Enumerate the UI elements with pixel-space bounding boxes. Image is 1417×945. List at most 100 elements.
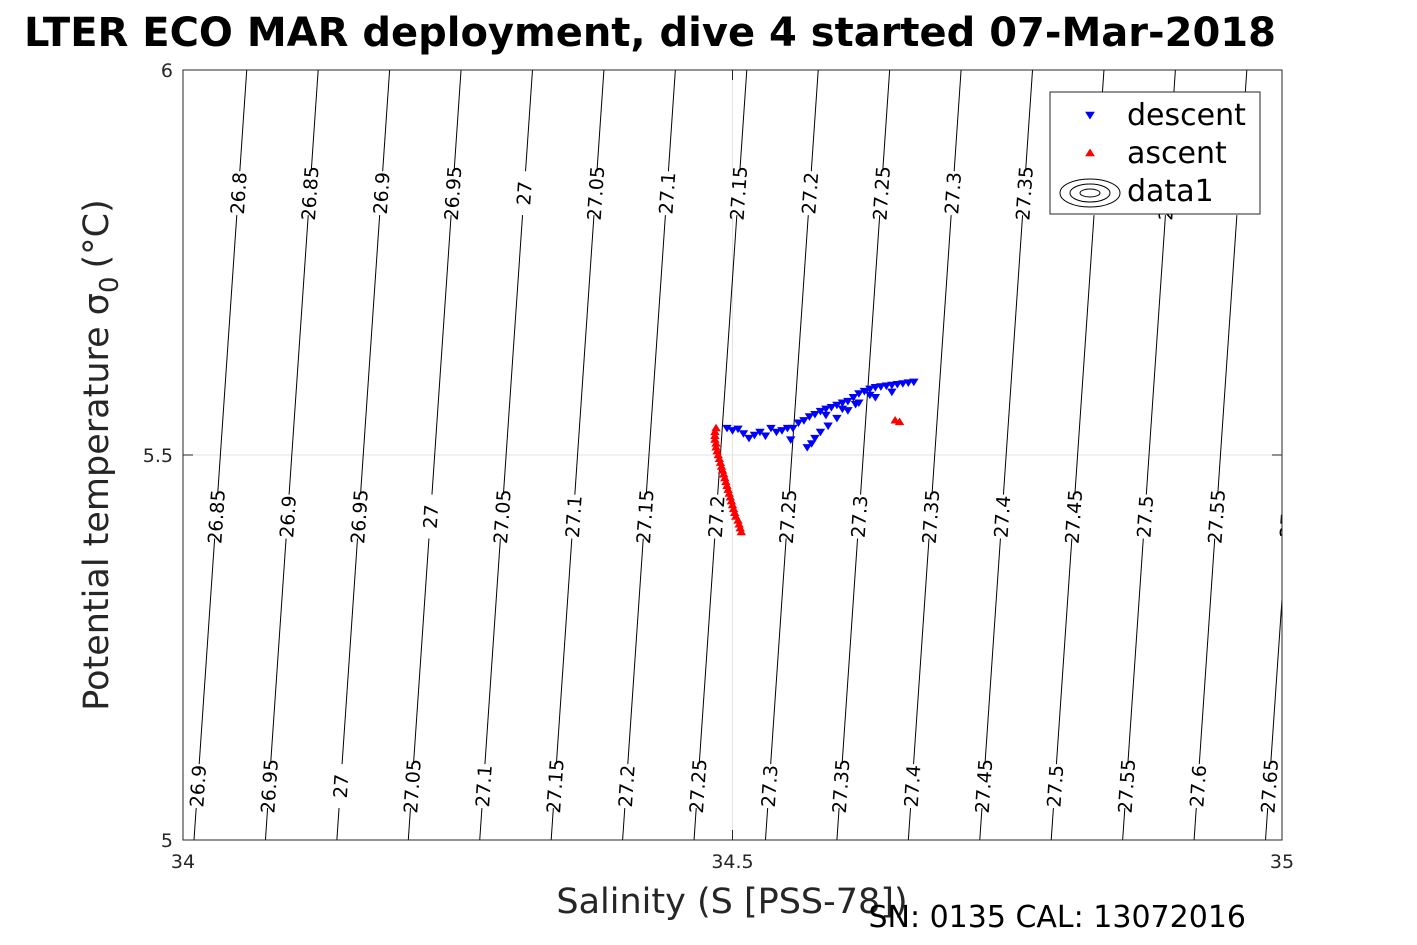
y-tick-label: 5 [161,830,173,852]
contour-label: 26.8 [227,171,252,215]
descent-point [850,400,861,409]
contour-label: 27 [513,180,537,206]
contour-label-bg [1011,170,1037,216]
contour-label-bg [828,763,854,809]
contour-label-bg [725,170,751,216]
contour-label: 27 [330,773,354,799]
contour-label-bg [654,170,680,216]
descent-point [843,407,853,415]
contour-label-bg [582,170,608,216]
descent-point [859,387,870,396]
contour-label-bg [417,493,443,540]
contour-label: 26.9 [276,495,301,539]
legend-label-descent: descent [1127,98,1246,133]
contour-label-bg [203,493,229,540]
contour-label: 26.9 [186,764,211,808]
contour-label-bg [989,493,1015,540]
descent-point [821,405,831,414]
contour-label-bg [346,493,372,540]
descent-point [909,378,919,387]
y-axis-label: Potential temperature σ0 (°C) [77,199,125,711]
contour-label-bg [399,763,425,809]
axis-ticks: 34 34.5 35 5 5.5 6 [143,60,1294,873]
descent-point [898,380,908,388]
contour-label: 27.5 [1133,495,1158,539]
contour-label: 27.05 [400,758,426,814]
contour-label-bg [1297,170,1322,215]
descent-point [802,444,812,452]
contour-label: 27.3 [941,171,966,215]
descent-point [727,427,738,435]
y-axis-label-sub: 0 [95,276,125,293]
contour-label: 27.4 [991,495,1016,539]
legend-marker-ascent [1085,148,1095,157]
y-tick-label: 5.5 [143,445,173,467]
contour-label: 27.15 [727,165,753,221]
contour-label: 27.1 [472,764,497,808]
contour-label: 26.85 [298,165,324,221]
descent-point [870,384,881,392]
descent-point [837,405,848,414]
contour-label: 27 [420,504,444,530]
contour-label: 26.85 [204,489,230,545]
contour-label: 27.6 [1276,495,1301,539]
contour-label: 26.9 [370,171,395,215]
y-axis-label-unit: (°C) [77,199,117,268]
descent-point [749,431,760,440]
descent-point [815,407,826,416]
descent-point [903,379,914,387]
descent-point [777,427,787,435]
footer-serial: SN: 0135 CAL: 13072016 [868,900,1246,935]
contour-label-bg [918,493,943,540]
descent-point [826,404,837,412]
descent-point [793,419,804,428]
contour-label: 27.3 [848,495,873,539]
contour-label-bg [1132,493,1158,540]
contour-label: 27.55 [1204,489,1230,545]
x-axis-label: Salinity (S [PSS-78]) [556,882,907,922]
contour-label: 27.25 [776,489,802,545]
descent-point [766,424,776,433]
descent-point [881,382,892,391]
descent-point [870,394,881,402]
contour-label: 27.4 [901,764,926,808]
contour-label: 27.35 [1012,165,1038,221]
contour-label-bg [489,493,515,540]
contour-label-bg [1113,763,1139,809]
contour-label-bg [368,170,394,216]
contour-label: 27.25 [686,758,712,814]
descent-point [821,411,831,420]
contour-label: 27.35 [919,489,945,545]
contour-label-bg [275,493,301,540]
series-ascent [710,415,905,536]
contour-label-bg [470,763,496,809]
descent-point [733,425,743,434]
contour-label-bg [1185,763,1211,809]
isopycnal-line [1265,592,1282,840]
legend-label-data1: data1 [1127,174,1214,209]
contour-label-bg [899,763,925,809]
contour-label-bg [256,763,282,809]
contour-label: 27.65 [1257,758,1283,814]
descent-point [887,388,897,397]
contour-label-bg [225,170,251,216]
series-descent [722,378,919,452]
descent-point [806,440,817,448]
descent-point [760,432,771,441]
contour-label-bg [685,763,711,809]
descent-point [843,397,853,406]
descent-point [810,410,820,419]
legend-marker-descent [1085,111,1095,120]
descent-point [804,413,815,421]
descent-point [876,383,886,391]
contour-label: 27.2 [798,171,823,215]
x-tick-label: 34.5 [711,851,753,873]
contour-label: 27.15 [633,489,659,545]
contour-label: 27.2 [615,764,640,808]
descent-point [755,428,765,437]
contour-label-bg [1275,493,1282,540]
contour-label: 26.95 [441,165,467,221]
contour-label: 26.95 [347,489,373,545]
